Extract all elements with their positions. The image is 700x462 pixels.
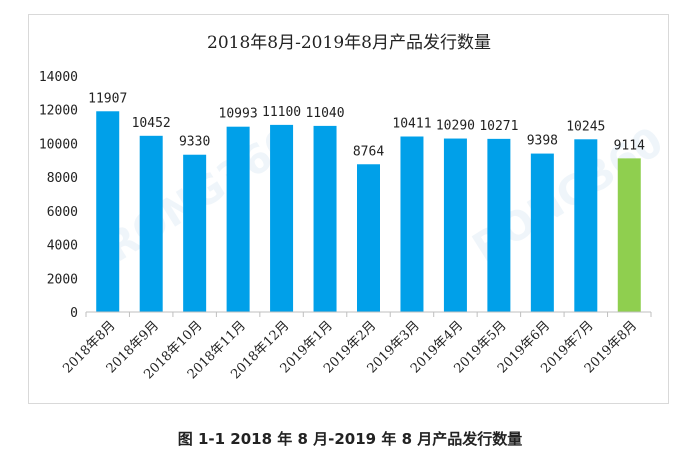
- bar: [139, 135, 163, 312]
- y-tick-label: 6000: [47, 205, 78, 220]
- y-tick-label: 4000: [47, 239, 78, 254]
- data-label: 10411: [392, 117, 431, 132]
- bar: [183, 154, 207, 312]
- bar-chart: RONG360 RONG360 2018年8月-2019年8月产品发行数量 02…: [39, 33, 670, 382]
- bar: [357, 164, 380, 312]
- x-axis: 2018年8月2018年9月2018年10月2018年11月2018年12月20…: [60, 311, 652, 382]
- y-tick-label: 8000: [47, 171, 78, 186]
- data-label: 8764: [353, 144, 384, 159]
- figure-caption: 图 1-1 2018 年 8 月-2019 年 8 月产品发行数量: [177, 430, 523, 448]
- bar: [574, 139, 598, 312]
- y-tick-label: 14000: [39, 70, 78, 85]
- bar: [530, 153, 554, 312]
- bar: [96, 111, 120, 312]
- bar: [226, 126, 250, 313]
- bar: [400, 136, 424, 312]
- y-tick-label: 2000: [47, 272, 78, 287]
- y-tick-label: 12000: [39, 104, 78, 119]
- data-label: 10993: [219, 107, 258, 122]
- data-label: 10271: [479, 119, 518, 134]
- chart-title: 2018年8月-2019年8月产品发行数量: [207, 33, 491, 53]
- data-label: 11040: [305, 106, 344, 121]
- bar: [617, 158, 641, 312]
- y-tick-label: 10000: [39, 137, 78, 152]
- data-label: 10245: [566, 119, 605, 134]
- data-label: 9330: [179, 135, 210, 150]
- bar: [487, 138, 511, 312]
- data-label: 9114: [614, 138, 645, 153]
- chart-frame: RONG360 RONG360 2018年8月-2019年8月产品发行数量 02…: [28, 14, 670, 404]
- bar: [313, 125, 337, 312]
- data-label: 10290: [436, 119, 475, 134]
- data-label: 10452: [132, 116, 171, 131]
- data-labels: 11907 10452 9330 10993 11100 11040 8764 10411 10…: [88, 91, 645, 159]
- y-axis: 0 2000 4000 6000 8000 10000 12000 14000: [39, 70, 78, 321]
- bar-series: [96, 111, 641, 313]
- data-label: 9398: [527, 134, 558, 149]
- bar: [270, 124, 294, 312]
- data-label: 11100: [262, 105, 301, 120]
- bar: [443, 138, 467, 312]
- data-label: 11907: [88, 91, 127, 106]
- y-tick-label: 0: [70, 306, 78, 321]
